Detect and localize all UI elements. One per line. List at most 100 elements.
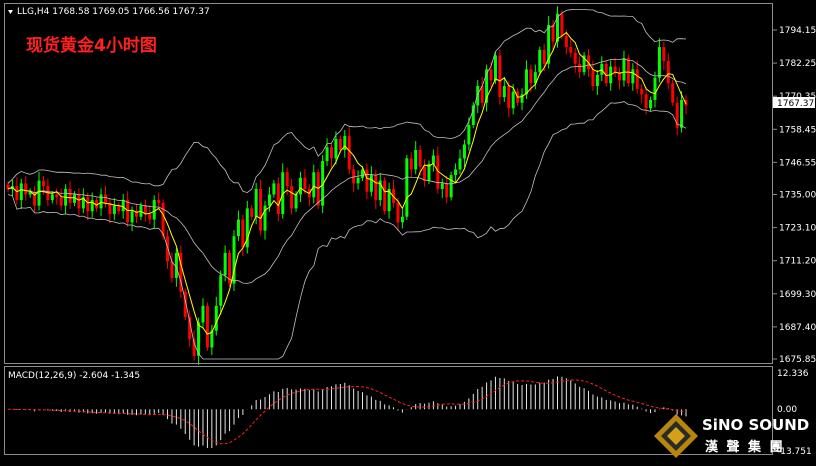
candle-body [626,58,630,84]
candle-body [166,236,170,262]
candle-body [622,58,626,81]
candle-body [143,205,147,214]
candle-body [112,205,116,214]
candle-body [431,155,435,164]
y-tick-label: 1746.55 [779,158,816,168]
current-price-box [773,97,815,108]
candle-body [392,188,396,203]
candle-body [95,200,99,209]
candle-body [374,175,378,201]
y-tick-label: 1758.45 [779,125,816,135]
candle-body [582,55,586,73]
candle-body [462,144,466,159]
candle-body [369,175,373,192]
candle-body [19,183,23,201]
chart-title: 现货黄金4小时图 [26,35,157,56]
lower-band-line [7,101,687,360]
candle-body [15,186,19,201]
y-tick-label: 1794.15 [779,26,816,36]
candle-body [77,194,81,209]
candle-body [135,211,139,217]
candle-body [396,202,400,223]
candle-body [378,180,382,201]
y-tick-label: 1711.20 [779,257,816,267]
candle-body [267,194,271,206]
candle-body [121,200,125,212]
candle-body [50,194,54,201]
candle-body [290,186,294,209]
candle-body [68,188,72,203]
fast-ma-line [7,31,687,335]
current-price-label: 1767.37 [777,99,814,109]
y-tick-label: 1782.25 [779,59,816,69]
candle-body [334,138,338,159]
candle-body [409,158,413,170]
candle-body [347,136,351,170]
candle-body [99,194,103,209]
candle-body [281,172,285,214]
candle-body [662,47,666,62]
candle-body [232,236,236,284]
brand-logo: SiNO SOUND 漢 聲 集 團 [654,414,809,458]
candle-body [179,252,183,292]
candle-body [183,291,187,317]
candle-body [529,69,533,84]
candle-body [538,49,542,73]
candle-body [285,172,289,187]
candle-body [170,261,174,278]
candle-body [383,180,387,212]
candle-body [675,102,679,128]
candle-body [569,47,573,53]
y-tick-label: 1735.00 [779,191,816,201]
candle-body [480,86,484,103]
candle-body [259,188,263,231]
candle-body [152,200,156,220]
candle-body [343,136,347,151]
candle-body [542,49,546,64]
candle-body [236,219,240,237]
candle-body [502,86,506,98]
symbol-dropdown-icon[interactable] [8,10,13,14]
candle-body [604,63,608,84]
candle-body [294,194,298,209]
candle-body [387,188,391,212]
candle-body [680,99,684,128]
logo-core-diamond [667,427,685,445]
logo-name: SiNO SOUND [702,416,809,434]
candle-body [498,55,502,98]
candle-body [405,158,409,217]
candle-body [254,188,258,217]
macd-header: MACD(12,26,9) -2.604 -1.345 [8,371,140,381]
candle-body [325,147,329,162]
candle-body [671,83,675,103]
candle-body [618,72,622,81]
candle-body [414,150,418,170]
candle-body [640,88,644,95]
candle-body [454,169,458,176]
candle-body [666,61,670,84]
candle-body [272,183,276,195]
candle-body [649,99,653,109]
candle-body [471,105,475,125]
candle-body [356,177,360,184]
candle-body [210,330,214,348]
macd-tick-top: 12.336 [777,369,809,379]
candle-body [223,252,227,276]
candle-body [600,63,604,75]
candle-body [595,74,599,87]
candle-body [197,322,201,356]
candle-body [41,180,45,187]
middle-band-line [7,58,687,284]
candle-body [635,69,639,89]
candle-body [6,184,10,189]
candle-body [219,275,223,306]
candle-body [436,155,440,189]
candle-body [205,305,209,348]
candle-body [201,305,205,323]
candle-body [321,161,325,206]
candle-body [423,166,427,181]
candle-body [578,63,582,73]
candle-body [511,91,515,109]
candle-body [551,24,555,42]
